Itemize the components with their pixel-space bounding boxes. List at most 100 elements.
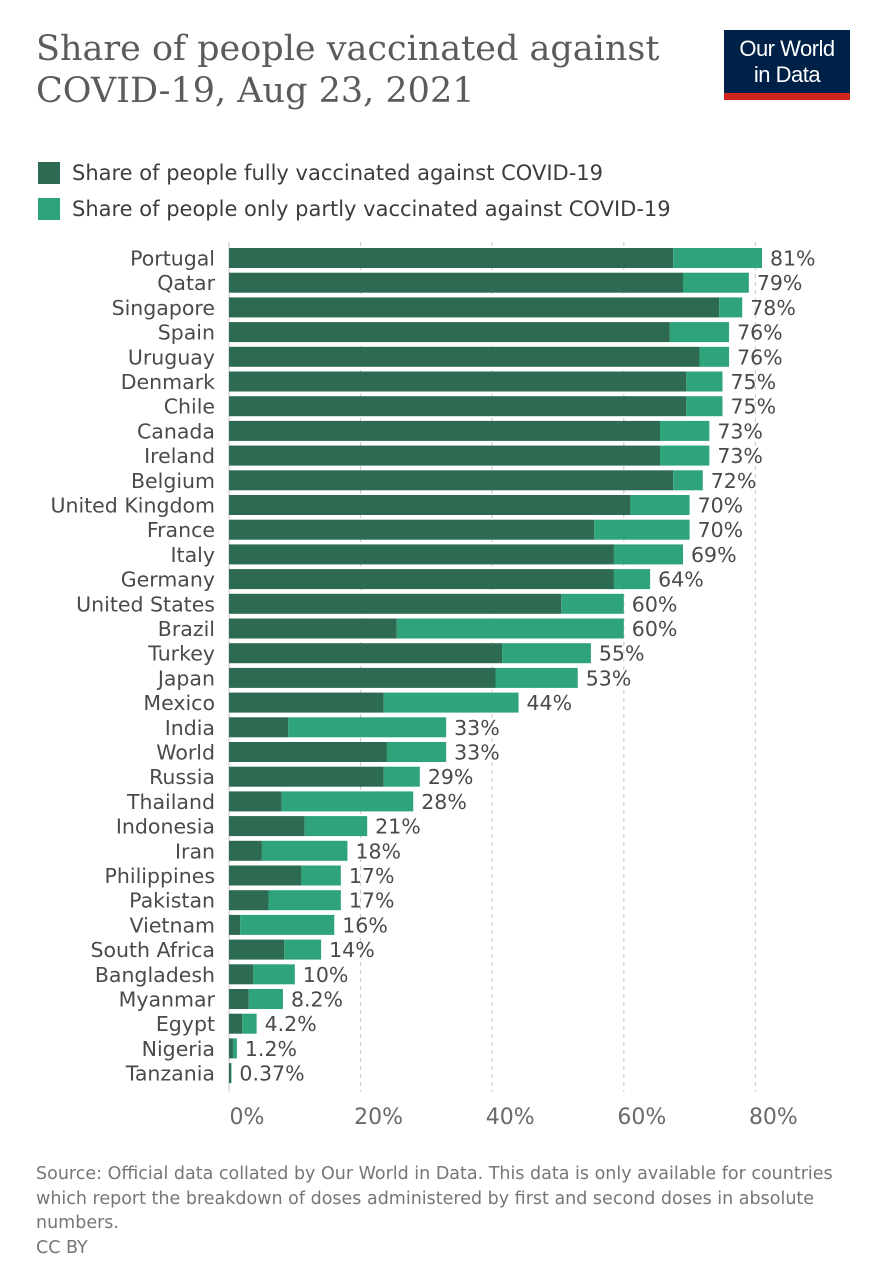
- bar-partly-portugal: [673, 248, 762, 268]
- value-label-chile: 75%: [731, 395, 777, 419]
- value-label-belgium: 72%: [711, 469, 757, 493]
- category-label-mexico: Mexico: [143, 691, 215, 715]
- value-label-nigeria: 1.2%: [245, 1037, 297, 1061]
- bar-fully-united-kingdom: [229, 495, 631, 515]
- bar-partly-italy: [613, 544, 684, 565]
- category-label-spain: Spain: [158, 321, 215, 345]
- value-label-russia: 29%: [428, 765, 474, 789]
- bar-partly-denmark: [686, 371, 723, 392]
- category-label-pakistan: Pakistan: [129, 889, 215, 913]
- bar-partly-world: [386, 742, 447, 762]
- bar-fully-tanzania: [229, 1063, 231, 1084]
- value-label-portugal: 81%: [770, 247, 816, 271]
- x-tick-label-80: 80%: [749, 1105, 798, 1130]
- value-label-south-africa: 14%: [329, 938, 375, 962]
- bar-partly-myanmar: [248, 989, 283, 1009]
- value-label-bangladesh: 10%: [303, 963, 349, 987]
- legend: Share of people fully vaccinated against…: [38, 155, 671, 227]
- bar-fully-south-africa: [229, 939, 285, 960]
- value-label-canada: 73%: [717, 419, 763, 443]
- license-note: CC BY: [36, 1238, 88, 1258]
- value-label-japan: 53%: [586, 666, 632, 690]
- bar-partly-thailand: [281, 791, 414, 812]
- value-label-egypt: 4.2%: [265, 1012, 317, 1036]
- x-tick-label-0: 0%: [230, 1105, 265, 1130]
- category-label-qatar: Qatar: [157, 271, 215, 295]
- bar-fully-india: [229, 717, 289, 738]
- bar-partly-south-africa: [284, 939, 322, 960]
- value-label-vietnam: 16%: [342, 913, 388, 937]
- value-label-thailand: 28%: [421, 790, 467, 814]
- value-label-italy: 69%: [691, 543, 737, 567]
- bar-fully-united-states: [229, 593, 562, 614]
- category-label-uruguay: Uruguay: [128, 345, 215, 369]
- bar-fully-iran: [229, 840, 262, 861]
- value-label-germany: 64%: [658, 568, 704, 592]
- x-tick-label-40: 40%: [486, 1105, 535, 1130]
- bar-partly-singapore: [719, 297, 743, 318]
- source-note: Source: Official data collated by Our Wo…: [36, 1164, 833, 1233]
- category-label-italy: Italy: [171, 543, 215, 567]
- bar-fully-canada: [229, 420, 660, 441]
- legend-item-partly: Share of people only partly vaccinated a…: [38, 191, 671, 227]
- bar-partly-canada: [659, 420, 710, 441]
- legend-swatch-partly: [38, 198, 60, 220]
- bar-fully-russia: [229, 766, 384, 787]
- bar-fully-world: [229, 742, 387, 762]
- bar-partly-germany: [613, 569, 651, 590]
- value-label-myanmar: 8.2%: [291, 988, 343, 1012]
- bar-fully-spain: [229, 322, 670, 343]
- bar-partly-spain: [669, 322, 730, 343]
- category-label-russia: Russia: [149, 765, 215, 789]
- value-label-qatar: 79%: [757, 271, 803, 295]
- bar-partly-qatar: [683, 272, 749, 293]
- value-label-brazil: 60%: [632, 617, 678, 641]
- bar-fully-nigeria: [229, 1038, 233, 1059]
- bar-partly-brazil: [396, 618, 624, 639]
- bar-fully-mexico: [229, 692, 384, 713]
- bar-fully-turkey: [229, 643, 503, 664]
- legend-item-fully: Share of people fully vaccinated against…: [38, 155, 671, 191]
- bar-fully-japan: [229, 667, 496, 688]
- bar-fully-vietnam: [229, 914, 241, 935]
- bar-fully-chile: [229, 396, 687, 417]
- category-label-brazil: Brazil: [158, 617, 215, 641]
- bar-fully-singapore: [229, 297, 720, 318]
- x-tick-label-60: 60%: [617, 1105, 666, 1130]
- value-label-france: 70%: [698, 518, 744, 542]
- logo-line-1: Our World: [739, 36, 835, 61]
- value-label-pakistan: 17%: [349, 889, 395, 913]
- category-label-united-states: United States: [76, 592, 215, 616]
- legend-swatch-fully: [38, 162, 60, 184]
- bar-partly-japan: [495, 667, 578, 688]
- bar-partly-united-states: [561, 593, 624, 614]
- bar-fully-myanmar: [229, 989, 249, 1009]
- bar-partly-mexico: [383, 692, 519, 713]
- bar-partly-philippines: [301, 865, 341, 886]
- value-label-tanzania: 0.37%: [239, 1062, 304, 1086]
- category-label-belgium: Belgium: [131, 469, 215, 493]
- x-tick-label-20: 20%: [354, 1105, 403, 1130]
- legend-label-fully: Share of people fully vaccinated against…: [72, 161, 603, 185]
- logo-line-2: in Data: [753, 62, 821, 87]
- category-label-south-africa: South Africa: [90, 938, 215, 962]
- bar-partly-chile: [686, 396, 723, 417]
- category-label-france: France: [147, 518, 215, 542]
- value-label-uruguay: 76%: [737, 345, 783, 369]
- value-label-world: 33%: [454, 741, 500, 765]
- category-label-philippines: Philippines: [105, 864, 215, 888]
- category-label-singapore: Singapore: [112, 296, 215, 320]
- value-label-mexico: 44%: [527, 691, 573, 715]
- bar-fully-philippines: [229, 865, 302, 886]
- bar-partly-uruguay: [699, 346, 730, 367]
- bar-partly-nigeria: [232, 1038, 237, 1059]
- bar-fully-bangladesh: [229, 964, 254, 985]
- bar-fully-indonesia: [229, 816, 305, 837]
- bar-fully-italy: [229, 544, 614, 565]
- bar-fully-egypt: [229, 1013, 243, 1034]
- owid-logo[interactable]: Our World in Data: [724, 30, 850, 100]
- value-label-philippines: 17%: [349, 864, 395, 888]
- bar-fully-france: [229, 519, 595, 540]
- bar-partly-bangladesh: [253, 964, 295, 985]
- bar-fully-portugal: [229, 248, 674, 268]
